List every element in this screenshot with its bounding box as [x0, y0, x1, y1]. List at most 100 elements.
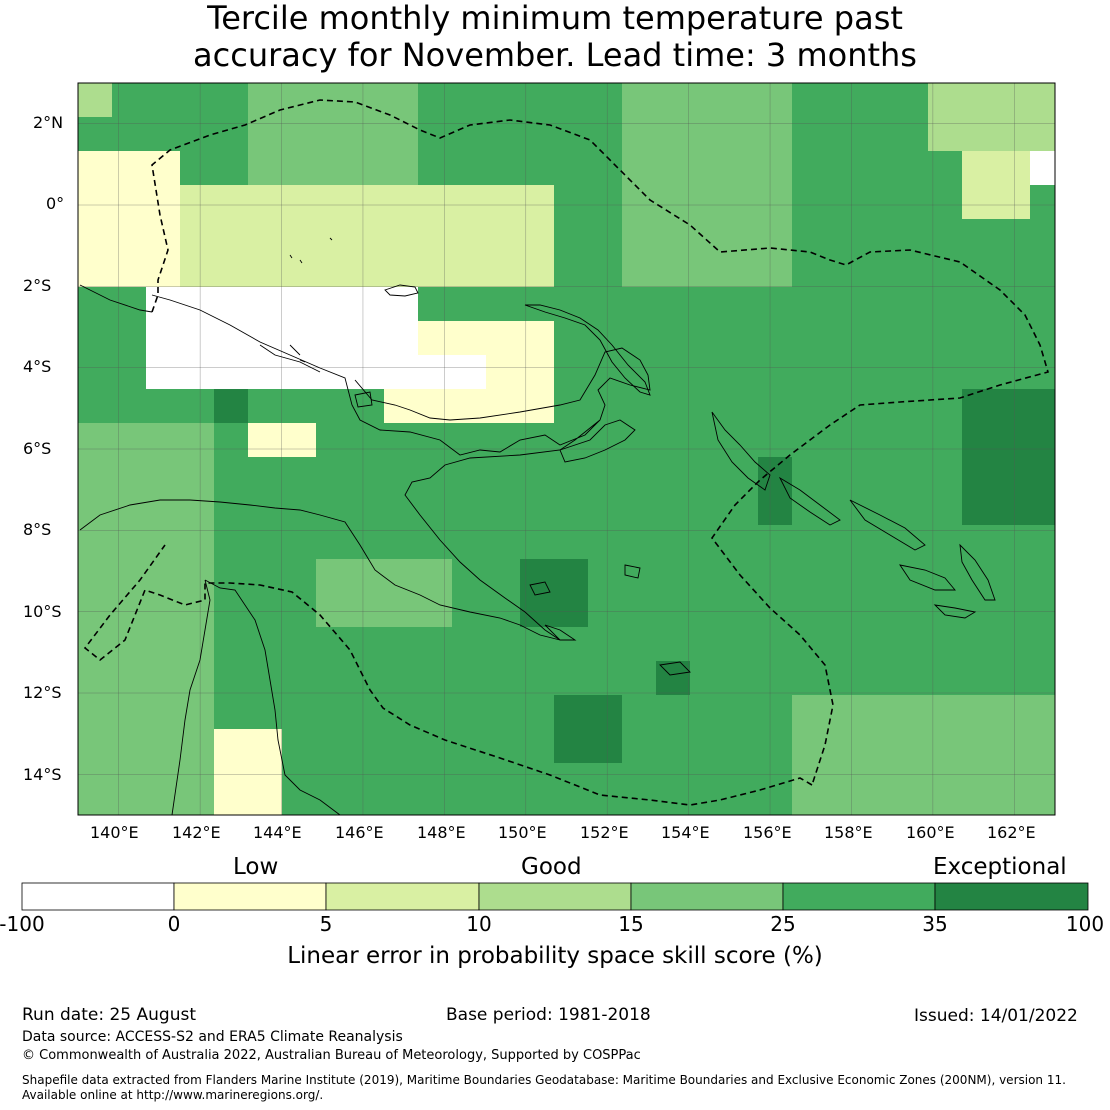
skill-cell — [146, 219, 180, 253]
skill-cell — [78, 661, 112, 695]
skill-cell — [1030, 83, 1055, 117]
colorbar-segment — [478, 882, 632, 911]
skill-cell — [996, 763, 1030, 797]
lon-tick-label: 142°E — [172, 823, 221, 842]
skill-cell — [180, 321, 214, 355]
colorbar-title: Linear error in probability space skill … — [287, 943, 823, 969]
skill-cell — [78, 253, 112, 287]
skill-cell — [384, 321, 418, 355]
lon-tick-label: 148°E — [417, 823, 466, 842]
eez-png-south — [83, 544, 813, 806]
skill-cell — [214, 253, 248, 287]
skill-cell — [146, 525, 180, 559]
skill-cell — [146, 797, 180, 815]
skill-cell — [554, 593, 588, 627]
skill-cell — [282, 253, 316, 287]
skill-cell — [248, 355, 282, 389]
coastline-north-png — [79, 284, 321, 373]
skill-cell — [690, 83, 724, 117]
skill-cell — [112, 729, 146, 763]
skill-cell — [996, 151, 1030, 185]
skill-cell — [520, 389, 554, 423]
skill-cell — [146, 423, 180, 457]
skill-cell — [520, 559, 554, 593]
skill-cell — [180, 797, 214, 815]
skill-cell — [894, 797, 928, 815]
coastline-malaita — [959, 543, 996, 601]
skill-cell — [860, 729, 894, 763]
colorbar-tick: 100 — [1065, 912, 1105, 936]
coastline-bismarck-islets — [289, 237, 373, 408]
skill-cell — [384, 151, 418, 185]
coastline-manus — [384, 284, 419, 297]
colorbar-tick: 10 — [466, 912, 492, 936]
skill-cell — [180, 355, 214, 389]
skill-cell — [146, 457, 180, 491]
skill-cell — [180, 253, 214, 287]
lat-tick-label: 8°S — [23, 520, 52, 539]
skill-cell — [384, 287, 418, 321]
skill-cell — [792, 695, 826, 729]
lat-tick-label: 12°S — [23, 683, 62, 702]
skill-cell — [112, 185, 146, 219]
skill-cell — [78, 729, 112, 763]
skill-cell — [690, 151, 724, 185]
skill-cell — [180, 593, 214, 627]
colorbar-tick: 5 — [319, 912, 333, 936]
skill-cell — [452, 389, 486, 423]
skill-cell — [180, 287, 214, 321]
skill-cell — [282, 83, 316, 117]
figure-title-line1: Tercile monthly minimum temperature past — [207, 0, 903, 37]
skill-cell — [1030, 151, 1055, 185]
skill-cell — [996, 797, 1030, 815]
skill-cell — [622, 253, 656, 287]
colorbar-tick: 35 — [922, 912, 948, 936]
skill-cell — [316, 253, 350, 287]
skill-cell — [758, 491, 792, 525]
skill-cell — [962, 389, 996, 423]
skill-cell — [622, 185, 656, 219]
skill-cell — [554, 559, 588, 593]
coastline-cape-york — [171, 579, 341, 816]
skill-cell — [486, 321, 520, 355]
skill-cell — [724, 151, 758, 185]
skill-cell — [146, 593, 180, 627]
skill-cell — [690, 219, 724, 253]
skill-cell — [180, 661, 214, 695]
shapefile-credit-line1: Shapefile data extracted from Flanders M… — [22, 1073, 1066, 1087]
skill-cell — [418, 219, 452, 253]
skill-cell — [78, 185, 112, 219]
skill-cell — [962, 797, 996, 815]
skill-cell — [792, 797, 826, 815]
skill-cell — [622, 151, 656, 185]
skill-cell — [962, 117, 996, 151]
skill-cell — [214, 355, 248, 389]
lon-tick-label: 140°E — [90, 823, 139, 842]
skill-cell — [248, 117, 282, 151]
skill-cell — [384, 593, 418, 627]
skill-cell — [316, 287, 350, 321]
skill-cell — [486, 253, 520, 287]
skill-cell — [962, 185, 996, 219]
skill-cell — [112, 491, 146, 525]
skill-cell — [758, 117, 792, 151]
skill-cell — [452, 355, 486, 389]
skill-cell — [282, 423, 316, 457]
skill-cell — [656, 253, 690, 287]
skill-cell — [486, 355, 520, 389]
skill-cell — [418, 389, 452, 423]
base-period: Base period: 1981-2018 — [446, 1005, 651, 1025]
skill-cell — [928, 117, 962, 151]
skill-cell — [316, 355, 350, 389]
skill-cell — [248, 763, 282, 797]
colorbar-segment — [782, 882, 936, 911]
skill-cell — [962, 491, 996, 525]
colorbar-tick: 15 — [618, 912, 644, 936]
skill-cell — [724, 253, 758, 287]
skill-cell — [384, 389, 418, 423]
figure-title-line2: accuracy for November. Lead time: 3 mont… — [193, 36, 917, 74]
maritime-boundaries — [83, 99, 1049, 806]
lon-tick-label: 154°E — [661, 823, 710, 842]
skill-cell — [350, 355, 384, 389]
